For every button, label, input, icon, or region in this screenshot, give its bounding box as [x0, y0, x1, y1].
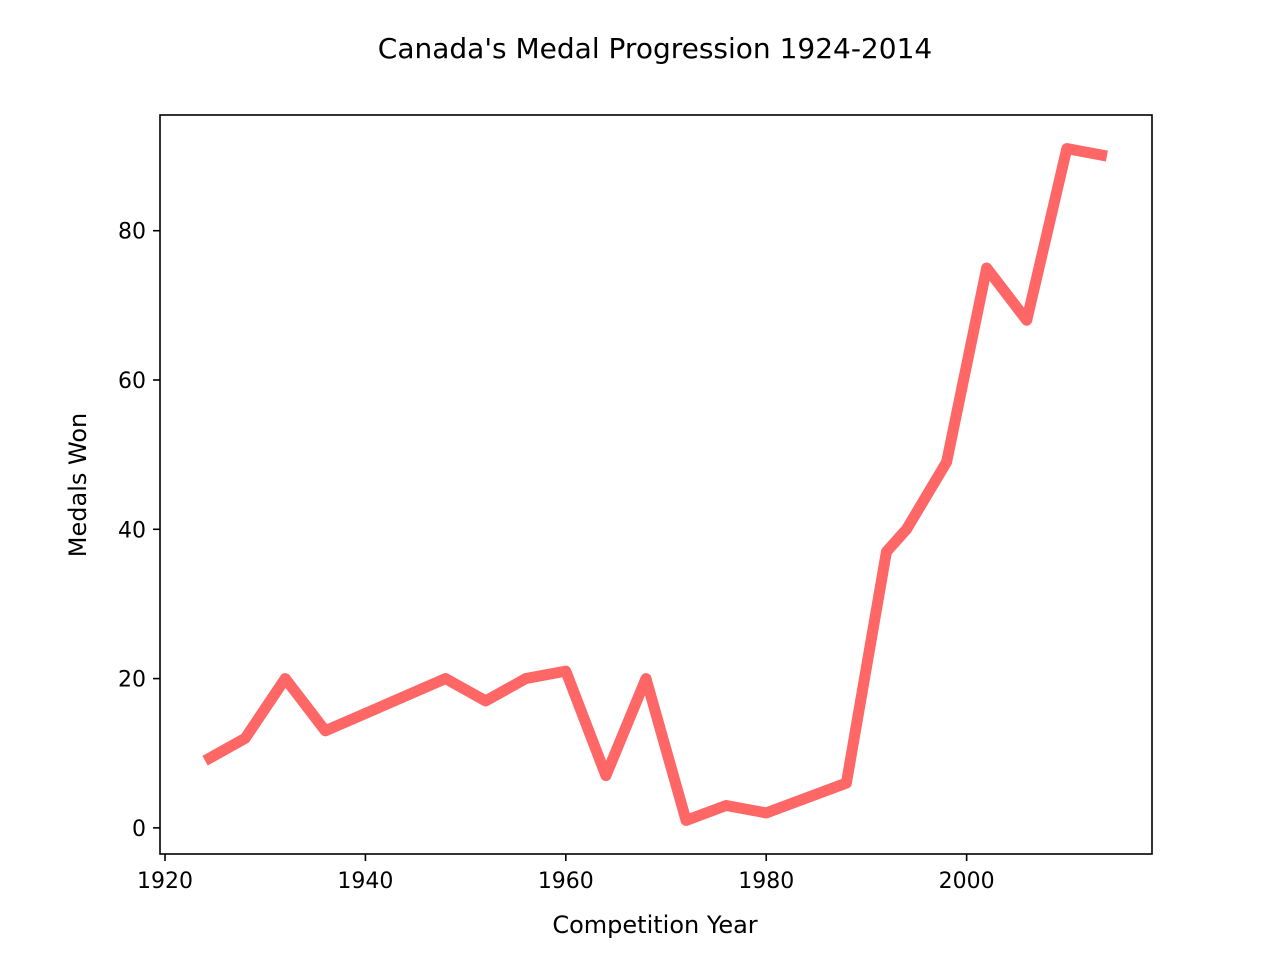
- y-tick-label: 60: [118, 369, 146, 394]
- x-tick-label: 1920: [137, 869, 193, 894]
- chart-title: Canada's Medal Progression 1924-2014: [378, 32, 932, 65]
- series-group: [202, 143, 1108, 826]
- y-tick-label: 0: [132, 817, 146, 842]
- series-line: [202, 143, 1108, 826]
- y-axis-label: Medals Won: [64, 413, 92, 557]
- y-tick-label: 40: [118, 518, 146, 543]
- plot-frame: [159, 114, 1153, 855]
- x-tick-label: 1960: [538, 869, 594, 894]
- x-axis-label: Competition Year: [552, 911, 757, 939]
- y-tick-label: 80: [118, 220, 146, 245]
- axis-ticks: 1920 1940 1960 1980 2000 0 20 40 60 80: [118, 220, 995, 894]
- x-tick-label: 1940: [337, 869, 393, 894]
- x-tick-label: 1980: [738, 869, 794, 894]
- x-tick-label: 2000: [939, 869, 995, 894]
- y-tick-label: 20: [118, 668, 146, 693]
